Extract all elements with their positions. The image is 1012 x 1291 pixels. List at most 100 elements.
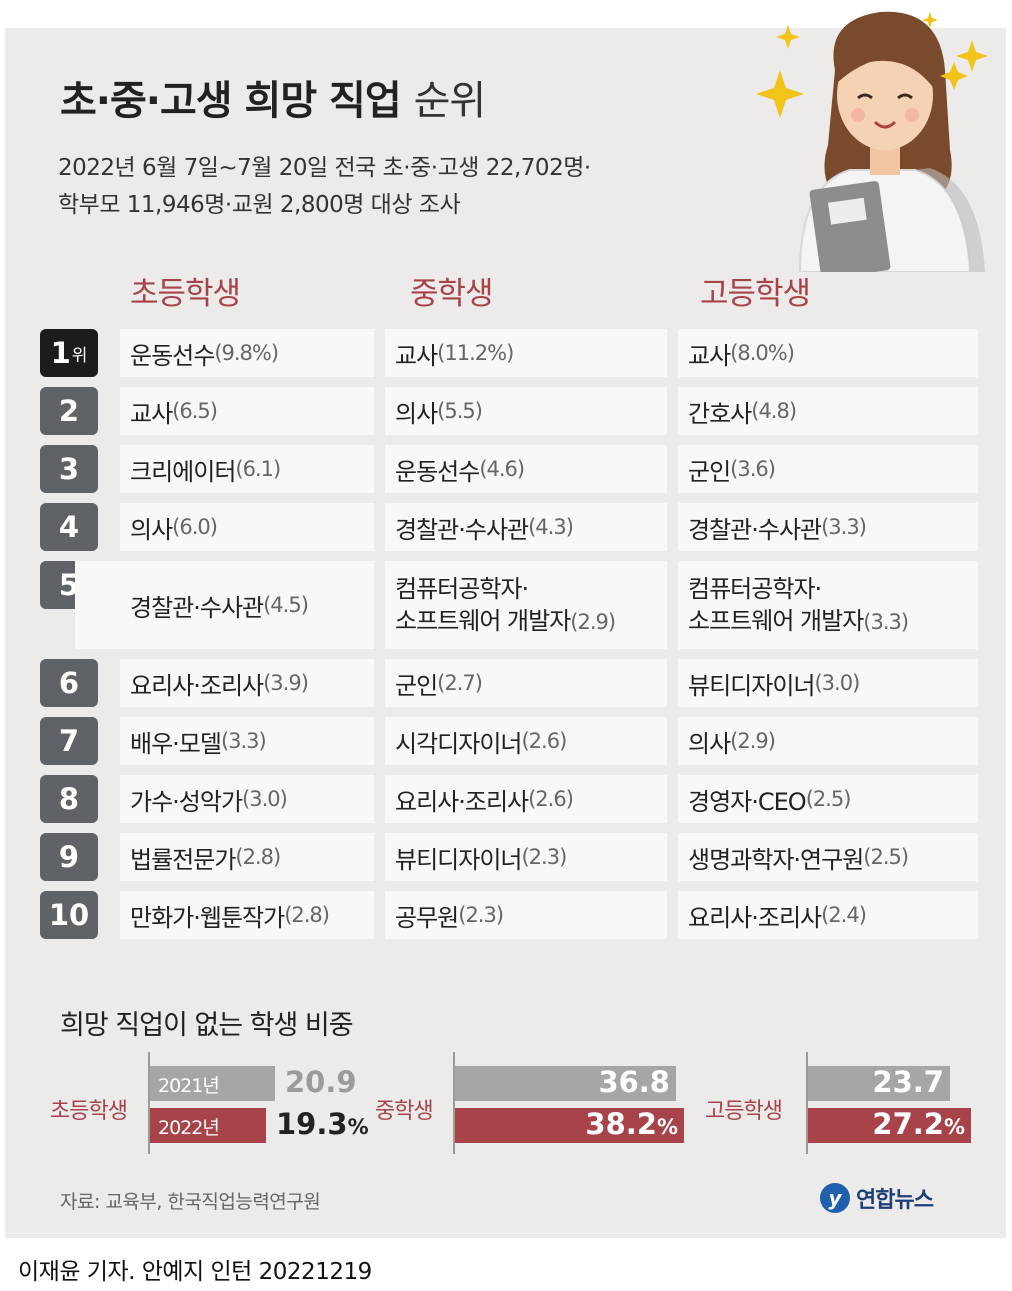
table-cell-high: 경영자·CEO (2.5) <box>678 775 978 823</box>
table-cell-elem: 경찰관·수사관 (4.5) <box>75 561 374 649</box>
job-name: 크리에이터 <box>130 457 236 486</box>
job-name: 경찰관·수사관 <box>130 593 264 622</box>
table-cell-elem: 배우·모델 (3.3) <box>120 717 374 765</box>
rank-badge: 8 <box>40 775 98 823</box>
table-cell-high: 요리사·조리사 (2.4) <box>678 891 978 939</box>
job-name: 배우·모델 <box>130 729 222 758</box>
table-cell-high: 의사 (2.9) <box>678 717 978 765</box>
bar-group-label: 중학생 <box>375 1099 434 1124</box>
page-title: 초·중·고생 희망 직업 순위 <box>60 68 487 126</box>
job-name: 경찰관·수사관 <box>395 515 529 544</box>
job-name: 요리사·조리사 <box>688 903 822 932</box>
job-share: (4.3) <box>528 515 574 539</box>
job-share: (2.6) <box>521 729 567 753</box>
bar-value-label: 19.3% <box>276 1107 369 1141</box>
job-share: (2.9) <box>570 609 616 634</box>
job-share: (11.2%) <box>437 341 514 365</box>
job-share: (2.7) <box>437 671 483 695</box>
rank-number: 7 <box>58 724 80 758</box>
yonhap-logo-text: 연합뉴스 <box>856 1188 934 1213</box>
job-name: 요리사·조리사 <box>130 671 264 700</box>
job-name: 뷰티디자이너 <box>688 671 815 700</box>
bar-axis <box>148 1052 150 1154</box>
table-cell-mid: 컴퓨터공학자· 소프트웨어 개발자(2.9) <box>385 561 667 649</box>
bar-group-label: 초등학생 <box>50 1099 128 1124</box>
rank-number: 9 <box>58 840 80 874</box>
job-share: (2.5) <box>805 787 852 811</box>
job-share: (2.8) <box>235 845 281 869</box>
bar-2022 <box>808 1108 971 1143</box>
rank-number: 5 <box>58 568 80 602</box>
job-name: 운동선수 <box>395 457 480 486</box>
job-share: (8.0%) <box>730 341 795 365</box>
job-name: 교사 <box>395 341 438 370</box>
job-share: (2.8) <box>284 903 330 927</box>
title-light: 순위 <box>413 78 487 124</box>
title-main: 초·중·고생 희망 직업 <box>60 78 402 124</box>
rank-number: 1 <box>50 336 71 370</box>
table-cell-elem: 교사 (6.5) <box>120 387 374 435</box>
job-name: 만화가·웹툰작가 <box>130 903 285 932</box>
job-name: 공무원 <box>395 903 459 932</box>
job-share: (2.9) <box>730 729 776 753</box>
table-cell-mid: 의사 (5.5) <box>385 387 667 435</box>
bar-2021 <box>455 1066 676 1101</box>
job-name-line2: 소프트웨어 개발자(3.3) <box>688 606 909 635</box>
table-cell-elem: 만화가·웹툰작가 (2.8) <box>120 891 374 939</box>
table-cell-mid: 요리사·조리사 (2.6) <box>385 775 667 823</box>
bar-2022 <box>455 1108 684 1143</box>
bar-2021 <box>808 1066 950 1101</box>
table-cell-high: 생명과학자·연구원 (2.5) <box>678 833 978 881</box>
rank-number: 2 <box>58 394 80 428</box>
job-name: 컴퓨터공학자· <box>395 574 529 603</box>
job-name: 의사 <box>395 399 438 428</box>
table-cell-mid: 경찰관·수사관 (4.3) <box>385 503 667 551</box>
job-name: 경찰관·수사관 <box>688 515 822 544</box>
bar-group-label: 고등학생 <box>705 1099 783 1124</box>
job-name: 생명과학자·연구원 <box>688 845 864 874</box>
job-share: (4.6) <box>479 457 525 481</box>
table-cell-high: 뷰티디자이너 (3.0) <box>678 659 978 707</box>
table-cell-mid: 뷰티디자이너 (2.3) <box>385 833 667 881</box>
column-head-middle: 중학생 <box>410 276 494 312</box>
job-share: (2.5) <box>863 845 909 869</box>
legend-year-label: 2022년 <box>158 1117 220 1139</box>
rank-badge: 7 <box>40 717 98 765</box>
job-share: (2.3) <box>458 903 504 927</box>
job-share: (2.4) <box>821 903 867 927</box>
job-name: 요리사·조리사 <box>395 787 529 816</box>
rank-badge: 2 <box>40 387 98 435</box>
job-share: (3.3) <box>863 609 909 634</box>
job-share: (2.6) <box>528 787 574 811</box>
teacher-illustration <box>756 11 988 272</box>
rank-number: 10 <box>48 898 90 932</box>
table-cell-mid: 시각디자이너 (2.6) <box>385 717 667 765</box>
job-share: (2.3) <box>521 845 567 869</box>
table-cell-mid: 운동선수 (4.6) <box>385 445 667 493</box>
table-cell-mid: 공무원 (2.3) <box>385 891 667 939</box>
legend-year-label: 2021년 <box>158 1075 220 1097</box>
job-name-line2: 소프트웨어 개발자(2.9) <box>395 606 616 635</box>
bar-value-label: 36.8 <box>598 1065 670 1099</box>
rank-number: 3 <box>58 452 80 486</box>
table-cell-high: 간호사 (4.8) <box>678 387 978 435</box>
bar-value-label: 27.2% <box>872 1107 965 1141</box>
yonhap-logo: y 연합뉴스 <box>820 1180 934 1216</box>
job-share: (3.3) <box>821 515 867 539</box>
rank-number: 6 <box>58 666 80 700</box>
job-name: 시각디자이너 <box>395 729 522 758</box>
bar-value-label: 38.2% <box>585 1107 678 1141</box>
table-cell-elem: 가수·성악가 (3.0) <box>120 775 374 823</box>
job-share: (6.0) <box>172 515 218 539</box>
job-share: (4.5) <box>263 593 309 617</box>
job-share: (3.3) <box>220 729 267 753</box>
job-name: 군인 <box>395 671 438 700</box>
bar-axis <box>806 1052 808 1154</box>
table-cell-elem: 운동선수 (9.8%) <box>120 329 374 377</box>
table-cell-high: 교사 (8.0%) <box>678 329 978 377</box>
job-name: 교사 <box>688 341 731 370</box>
table-cell-elem: 요리사·조리사 (3.9) <box>120 659 374 707</box>
yonhap-logo-icon: y <box>820 1183 850 1213</box>
rank-badge: 6 <box>40 659 98 707</box>
job-name: 운동선수 <box>130 341 215 370</box>
